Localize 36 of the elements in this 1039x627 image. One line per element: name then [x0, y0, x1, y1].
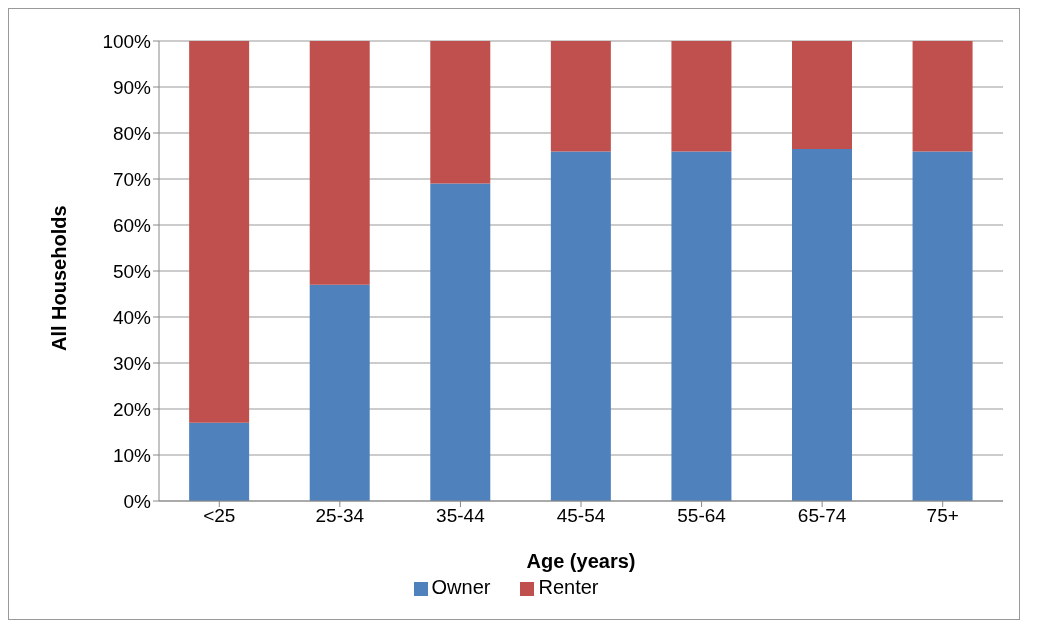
legend-label: Owner [431, 576, 491, 598]
x-tick-label: 75+ [926, 505, 959, 527]
bar [430, 183, 491, 501]
y-tick-label: 30% [112, 352, 152, 374]
x-axis-title: Age (years) [526, 550, 636, 572]
x-tick-label: <25 [203, 505, 236, 527]
x-tick-label: 55-64 [677, 505, 727, 527]
bar [309, 284, 370, 501]
bar [189, 41, 250, 423]
y-tick-label: 40% [112, 306, 152, 328]
x-tick-label: 65-74 [797, 505, 847, 527]
bar [671, 41, 732, 152]
y-tick-label: 70% [112, 168, 152, 190]
y-tick-label: 0% [123, 490, 152, 512]
bar [550, 41, 611, 152]
x-tick-label: 35-44 [436, 505, 486, 527]
x-tick-label: 25-34 [315, 505, 365, 527]
y-tick-label: 100% [102, 30, 152, 52]
x-tick-label: 45-54 [556, 505, 606, 527]
bar [550, 151, 611, 501]
bar [309, 41, 370, 285]
y-axis-title: All Households [48, 205, 71, 351]
bar [912, 151, 973, 501]
bar [430, 41, 491, 184]
bar [671, 151, 732, 501]
y-tick-label: 60% [112, 214, 152, 236]
y-tick-label: 10% [112, 444, 152, 466]
y-tick-label: 80% [112, 122, 152, 144]
legend-label: Renter [538, 576, 599, 598]
bar [792, 149, 852, 501]
bar [792, 41, 852, 150]
bar [189, 422, 250, 501]
y-tick-label: 90% [112, 76, 152, 98]
y-tick-label: 20% [112, 398, 152, 420]
bar [912, 41, 973, 152]
y-tick-label: 50% [112, 260, 152, 282]
